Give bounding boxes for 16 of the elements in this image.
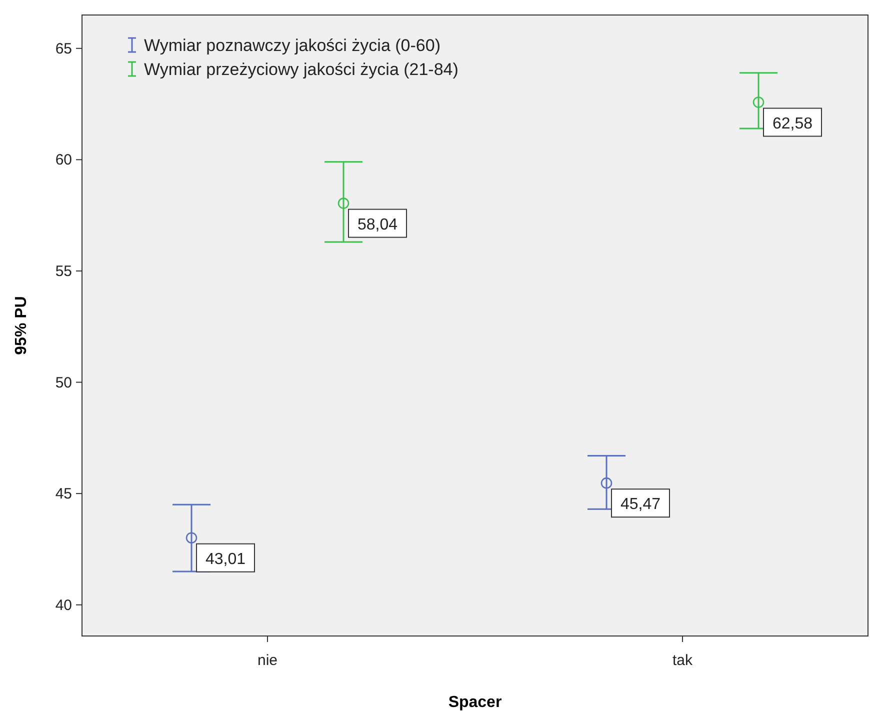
data-label: 43,01 <box>205 550 246 568</box>
y-tick-label: 45 <box>55 486 72 503</box>
y-axis-title: 95% PU <box>13 296 30 355</box>
y-tick-label: 40 <box>55 596 72 614</box>
y-tick-label: 55 <box>55 262 72 280</box>
data-label: 45,47 <box>620 496 661 514</box>
y-tick-label: 65 <box>55 40 72 58</box>
y-tick-label: 60 <box>55 152 72 169</box>
x-axis-title: Spacer <box>448 694 502 711</box>
legend-label: Wymiar poznawczy jakości życia (0-60) <box>144 36 440 55</box>
data-label: 58,04 <box>357 216 398 234</box>
y-tick-label: 50 <box>55 374 72 392</box>
x-tick-label: nie <box>257 652 278 669</box>
legend-label: Wymiar przeżyciowy jakości życia (21-84) <box>144 60 458 79</box>
data-label: 62,58 <box>772 115 813 132</box>
x-tick-label: tak <box>672 652 693 669</box>
